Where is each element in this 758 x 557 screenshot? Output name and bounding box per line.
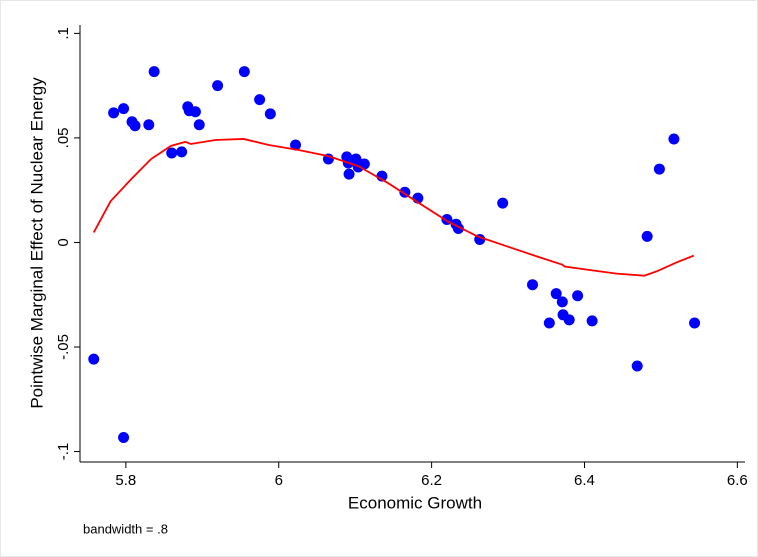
point	[653, 163, 665, 175]
point	[108, 107, 120, 119]
smooth-line	[92, 138, 695, 277]
point	[358, 158, 370, 170]
x-axis-title: Economic Growth	[348, 493, 482, 512]
note: bandwidth = .8	[83, 521, 168, 536]
point	[118, 103, 130, 115]
x-tick-label: 6.4	[574, 472, 595, 489]
point	[148, 66, 160, 78]
point	[527, 279, 539, 291]
point	[668, 133, 680, 145]
y-tick-label: .1	[55, 27, 72, 40]
point	[176, 146, 188, 158]
x-tick-label: 6.2	[421, 472, 442, 489]
point	[193, 119, 205, 131]
y-tick-label: -.05	[55, 334, 72, 360]
point	[88, 353, 100, 365]
point	[497, 197, 509, 209]
point	[641, 230, 653, 242]
x-tick-label: 6.6	[727, 472, 748, 489]
point	[556, 296, 568, 308]
y-tick-label: -.1	[55, 443, 72, 461]
point	[189, 106, 201, 118]
point	[238, 66, 250, 78]
point	[264, 108, 276, 120]
point	[689, 317, 701, 329]
point	[563, 314, 575, 326]
point	[290, 139, 302, 151]
x-tick-label: 6	[275, 472, 283, 489]
point	[254, 94, 266, 106]
point	[543, 317, 555, 329]
y-tick-label: 0	[55, 238, 72, 246]
x-tick-label: 5.8	[115, 472, 136, 489]
point	[143, 119, 155, 131]
point	[343, 168, 355, 180]
point	[212, 80, 224, 92]
y-tick-label: .05	[55, 127, 72, 148]
y-axis-title: Pointwise Marginal Effect of Nuclear Ene…	[27, 77, 46, 409]
point	[550, 288, 562, 300]
point	[586, 315, 598, 327]
point	[118, 432, 130, 444]
point	[572, 290, 584, 302]
point	[166, 147, 178, 159]
point	[129, 120, 141, 132]
point	[631, 360, 643, 372]
